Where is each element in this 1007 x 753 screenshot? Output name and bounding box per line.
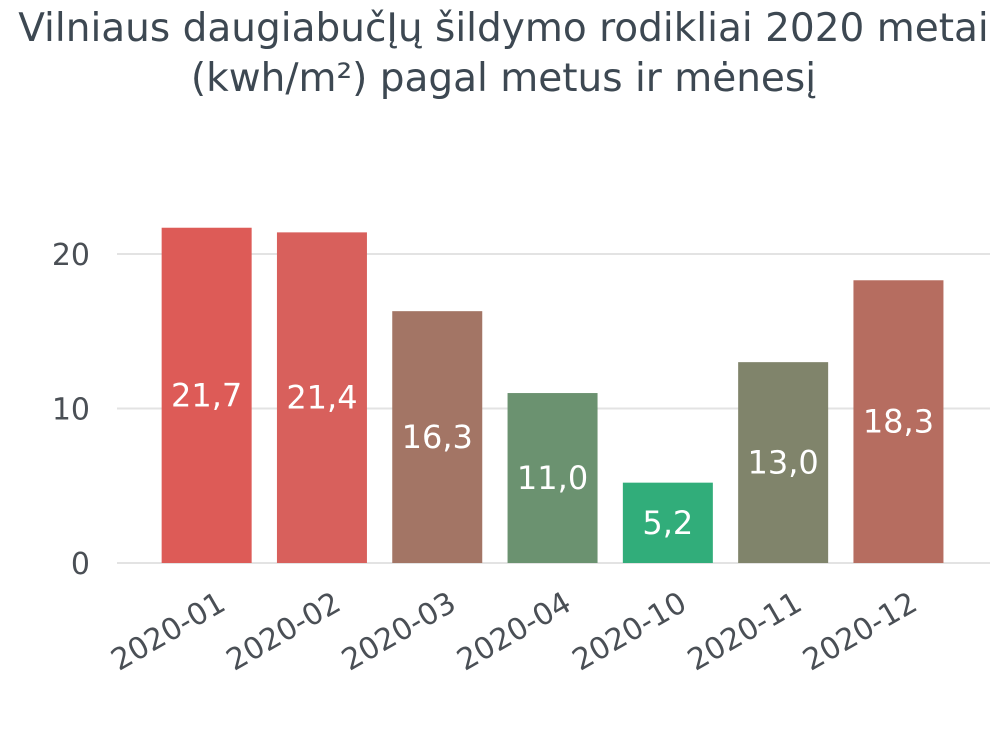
x-tick-label-2020-11: 2020-11: [682, 585, 808, 678]
data-label-2020-03: 16,3: [402, 418, 473, 456]
chart-title-line-1: Vilniaus daugiabučĮų šildymo rodikliai 2…: [18, 6, 989, 51]
chart-title-line-2: (kwh/m²) pagal metus ir mėnesį: [190, 56, 817, 101]
bar-2020-02[interactable]: [276, 232, 367, 563]
y-tick-label: 0: [71, 547, 90, 582]
x-tick-label-2020-02: 2020-02: [221, 585, 347, 678]
x-tick-label-2020-01: 2020-01: [105, 585, 231, 678]
y-axis: 0 10 20: [52, 238, 90, 582]
data-label-2020-10: 5,2: [642, 504, 693, 542]
bars: [161, 227, 944, 564]
bar-2020-12[interactable]: [853, 280, 944, 563]
bar-2020-04[interactable]: [507, 393, 598, 563]
chart-title: Vilniaus daugiabučĮų šildymo rodikliai 2…: [0, 4, 1007, 104]
data-label-2020-01: 21,7: [171, 376, 242, 414]
data-label-2020-12: 18,3: [863, 403, 934, 441]
y-tick-label: 10: [52, 393, 90, 428]
x-tick-label-2020-12: 2020-12: [797, 585, 923, 678]
bar-labels: 21,7 21,4 16,3 11,0 5,2 13,0 18,3: [171, 376, 934, 541]
x-tick-label-2020-04: 2020-04: [451, 585, 577, 678]
bar-2020-03[interactable]: [392, 311, 483, 563]
y-tick-label: 20: [52, 238, 90, 273]
x-axis: 2020-012020-022020-032020-042020-102020-…: [105, 585, 923, 678]
data-label-2020-02: 21,4: [286, 379, 357, 417]
data-label-2020-11: 13,0: [748, 444, 819, 482]
data-label-2020-04: 11,0: [517, 459, 588, 497]
bar-2020-10[interactable]: [622, 482, 713, 563]
bar-2020-01[interactable]: [161, 227, 252, 564]
bar-2020-11[interactable]: [738, 362, 829, 563]
x-tick-label-2020-10: 2020-10: [567, 585, 693, 678]
x-tick-label-2020-03: 2020-03: [336, 585, 462, 678]
